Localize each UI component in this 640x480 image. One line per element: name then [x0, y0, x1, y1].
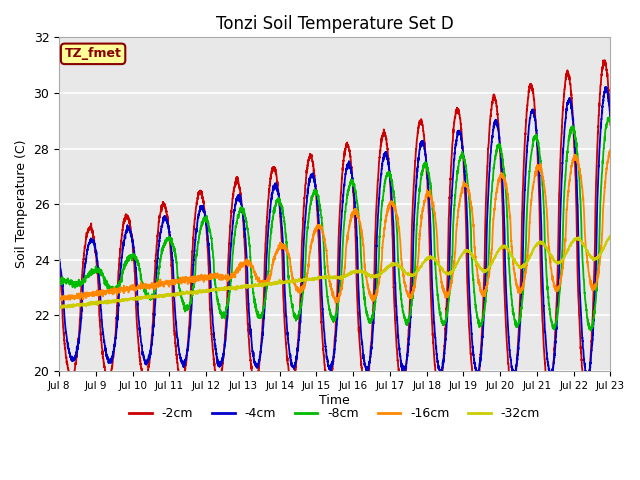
- -4cm: [90, 238, 98, 244]
- -2cm: [227, 218, 234, 224]
- Line: -8cm: -8cm: [59, 117, 611, 331]
- -4cm: [122, 232, 129, 238]
- -16cm: [90, 292, 98, 298]
- -16cm: [121, 287, 129, 293]
- Legend: -2cm, -4cm, -8cm, -16cm, -32cm: -2cm, -4cm, -8cm, -16cm, -32cm: [124, 402, 545, 425]
- -32cm: [122, 297, 129, 302]
- -16cm: [227, 275, 234, 280]
- Title: Tonzi Soil Temperature Set D: Tonzi Soil Temperature Set D: [216, 15, 454, 33]
- -8cm: [607, 117, 614, 123]
- -16cm: [436, 269, 444, 275]
- -4cm: [481, 296, 489, 302]
- -2cm: [55, 261, 63, 266]
- -2cm: [481, 241, 489, 247]
- -8cm: [90, 270, 98, 276]
- -4cm: [607, 116, 614, 121]
- Y-axis label: Soil Temperature (C): Soil Temperature (C): [15, 140, 28, 268]
- -4cm: [436, 368, 444, 374]
- -2cm: [121, 215, 129, 221]
- -4cm: [55, 259, 63, 264]
- -4cm: [121, 233, 129, 239]
- -2cm: [601, 57, 609, 63]
- -32cm: [55, 305, 63, 311]
- -2cm: [436, 384, 444, 390]
- -2cm: [90, 238, 98, 244]
- -4cm: [584, 375, 592, 381]
- -16cm: [122, 288, 129, 294]
- -16cm: [332, 300, 339, 306]
- -32cm: [481, 269, 489, 275]
- -8cm: [481, 302, 489, 308]
- -2cm: [582, 391, 589, 397]
- -32cm: [227, 286, 234, 291]
- -4cm: [227, 248, 234, 253]
- -8cm: [122, 262, 129, 267]
- -16cm: [55, 296, 63, 301]
- -2cm: [122, 213, 129, 219]
- -32cm: [436, 264, 444, 269]
- -8cm: [121, 261, 129, 267]
- Line: -2cm: -2cm: [59, 60, 611, 394]
- -8cm: [587, 328, 595, 334]
- -16cm: [481, 288, 489, 294]
- Text: TZ_fmet: TZ_fmet: [65, 48, 122, 60]
- -8cm: [55, 278, 63, 284]
- -16cm: [607, 146, 614, 152]
- -4cm: [602, 84, 610, 90]
- -8cm: [227, 285, 234, 290]
- -32cm: [90, 300, 98, 306]
- -32cm: [57, 305, 65, 311]
- -8cm: [436, 310, 444, 315]
- -2cm: [607, 122, 614, 128]
- Line: -4cm: -4cm: [59, 87, 611, 378]
- -32cm: [121, 297, 129, 302]
- -8cm: [605, 114, 613, 120]
- Line: -32cm: -32cm: [59, 236, 611, 308]
- -32cm: [607, 233, 614, 239]
- X-axis label: Time: Time: [319, 394, 350, 407]
- Line: -16cm: -16cm: [59, 149, 611, 303]
